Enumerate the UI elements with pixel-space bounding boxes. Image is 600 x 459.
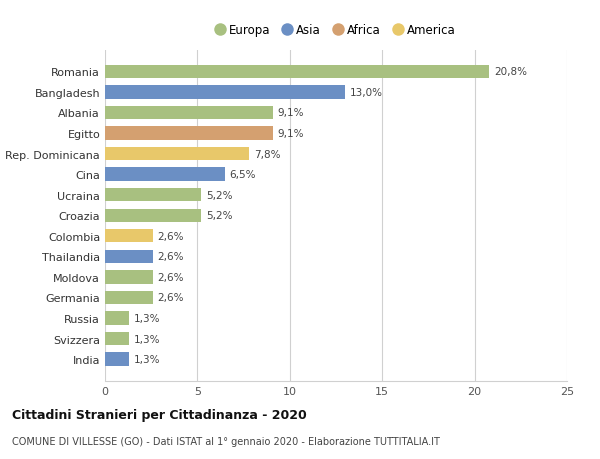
Bar	[105, 291, 153, 304]
Bar	[105, 127, 273, 140]
Bar	[105, 353, 129, 366]
Text: 2,6%: 2,6%	[158, 272, 184, 282]
Bar	[105, 271, 153, 284]
Text: 2,6%: 2,6%	[158, 231, 184, 241]
Text: 1,3%: 1,3%	[134, 354, 160, 364]
Text: 2,6%: 2,6%	[158, 252, 184, 262]
Bar	[105, 230, 153, 243]
Bar	[105, 66, 490, 79]
Bar	[105, 147, 249, 161]
Bar	[105, 332, 129, 346]
Text: 5,2%: 5,2%	[206, 190, 232, 200]
Text: 13,0%: 13,0%	[350, 88, 383, 98]
Bar	[105, 209, 201, 223]
Text: 7,8%: 7,8%	[254, 149, 280, 159]
Text: Cittadini Stranieri per Cittadinanza - 2020: Cittadini Stranieri per Cittadinanza - 2…	[12, 409, 307, 421]
Bar	[105, 312, 129, 325]
Text: 5,2%: 5,2%	[206, 211, 232, 221]
Text: 20,8%: 20,8%	[494, 67, 527, 77]
Bar	[105, 189, 201, 202]
Text: 1,3%: 1,3%	[134, 313, 160, 323]
Bar	[105, 106, 273, 120]
Text: COMUNE DI VILLESSE (GO) - Dati ISTAT al 1° gennaio 2020 - Elaborazione TUTTITALI: COMUNE DI VILLESSE (GO) - Dati ISTAT al …	[12, 436, 440, 446]
Text: 2,6%: 2,6%	[158, 293, 184, 303]
Text: 6,5%: 6,5%	[230, 170, 256, 180]
Bar	[105, 168, 225, 181]
Legend: Europa, Asia, Africa, America: Europa, Asia, Africa, America	[212, 19, 460, 41]
Bar	[105, 250, 153, 263]
Text: 9,1%: 9,1%	[278, 108, 304, 118]
Text: 9,1%: 9,1%	[278, 129, 304, 139]
Bar	[105, 86, 345, 99]
Text: 1,3%: 1,3%	[134, 334, 160, 344]
